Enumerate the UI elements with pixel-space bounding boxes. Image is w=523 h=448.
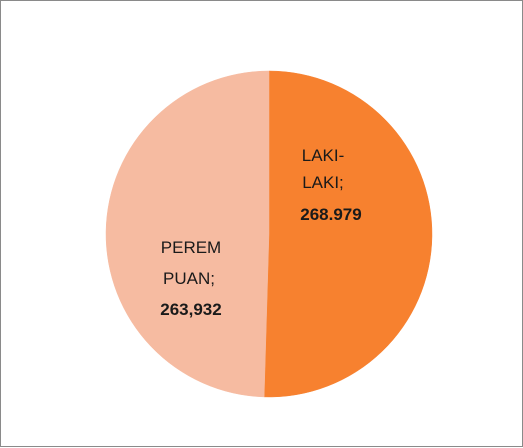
slice-label-female-line1: PEREM (161, 238, 221, 257)
slice-value-male: 268.979 (300, 205, 361, 224)
pie-slices (105, 70, 433, 398)
slice-value-female: 263,932 (160, 300, 221, 319)
pie-slice-female (105, 70, 270, 398)
slice-label-male-line1: LAKI- (302, 146, 345, 165)
slice-label-female-line2: PUAN; (163, 269, 215, 288)
slice-label-male-line2: LAKI; (302, 173, 344, 192)
pie-slice-male (263, 70, 433, 398)
